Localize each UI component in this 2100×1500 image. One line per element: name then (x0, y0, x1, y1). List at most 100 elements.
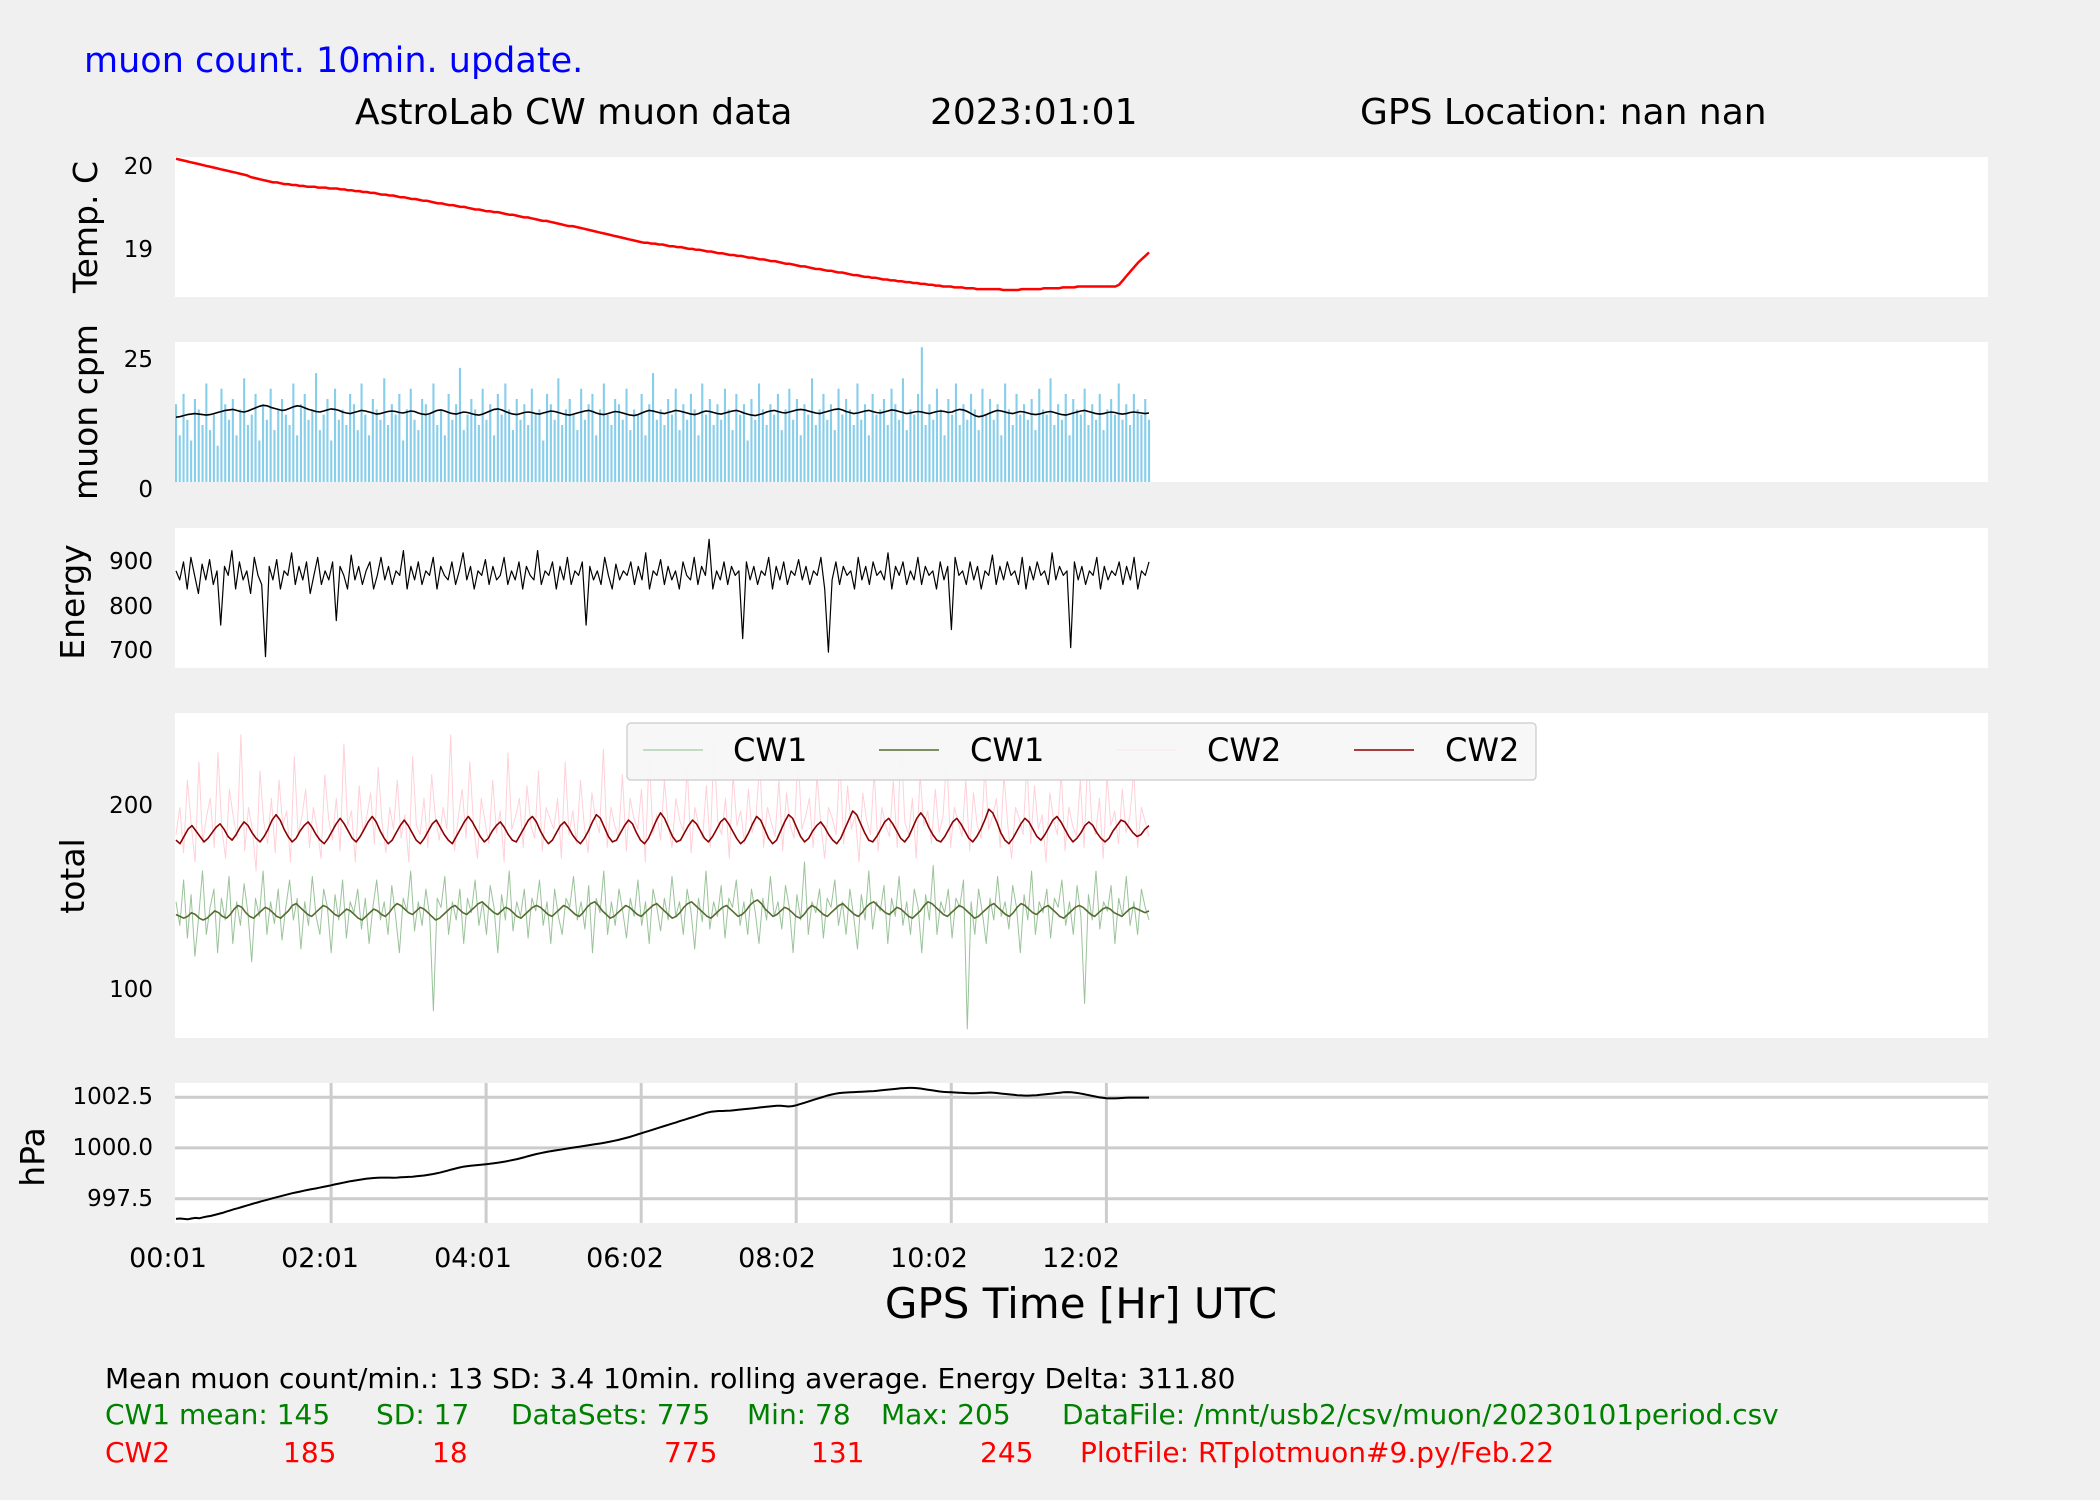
muon-cpm-bar (879, 409, 882, 482)
muon-cpm-ylabel: muon cpm (66, 324, 105, 500)
muon-cpm-bar (602, 383, 605, 482)
muon-cpm-bar (424, 404, 427, 482)
x-tick-label: 10:02 (890, 1243, 968, 1274)
muon-cpm-ytick: 25 (124, 347, 153, 373)
muon-cpm-bar (318, 430, 321, 482)
cw2-average-line (175, 808, 1150, 845)
muon-cpm-bar (1034, 430, 1037, 482)
cw2-raw-line (175, 734, 1150, 872)
cw2-min: 131 (811, 1436, 864, 1469)
muon-cpm-bar (1117, 383, 1120, 482)
muon-cpm-bar (799, 435, 802, 482)
muon-cpm-bar (262, 404, 265, 482)
muon-cpm-bar (1083, 388, 1086, 482)
muon-cpm-bar (1053, 425, 1056, 482)
muon-cpm-bar (220, 388, 223, 482)
x-tick-label: 06:02 (586, 1243, 664, 1274)
muon-cpm-bar (1129, 425, 1132, 482)
muon-cpm-bar (1030, 399, 1033, 482)
muon-stats-line: Mean muon count/min.: 13 SD: 3.4 10min. … (105, 1362, 1235, 1395)
muon-cpm-bar (686, 419, 689, 482)
muon-cpm-bar (860, 419, 863, 482)
muon-cpm-bar (281, 399, 284, 482)
muon-cpm-bar (580, 388, 583, 482)
muon-cpm-bar (564, 409, 567, 482)
muon-cpm-bar (958, 425, 961, 482)
x-tick-label: 02:01 (281, 1243, 359, 1274)
muon-cpm-bar (284, 414, 287, 482)
muon-cpm-bar (667, 399, 670, 482)
muon-cpm-bar (935, 388, 938, 482)
muon-cpm-bar (417, 430, 420, 482)
x-tick-label: 08:02 (738, 1243, 816, 1274)
muon-cpm-bar (871, 393, 874, 482)
muon-cpm-bar (886, 425, 889, 482)
muon-cpm-bar (909, 409, 912, 482)
muon-cpm-bar (409, 388, 412, 482)
muon-cpm-bar (1098, 393, 1101, 482)
muon-cpm-bar (674, 388, 677, 482)
muon-cpm-bar (894, 404, 897, 482)
muon-cpm-bar (311, 409, 314, 482)
muon-cpm-bar (432, 383, 435, 482)
plot-file: PlotFile: RTplotmuon#9.py/Feb.22 (1080, 1436, 1554, 1469)
muon-cpm-bar (989, 399, 992, 482)
muon-cpm-bar (640, 393, 643, 482)
muon-cpm-bar (515, 399, 518, 482)
temperature-series (175, 157, 1150, 292)
muon-cpm-bar (205, 383, 208, 482)
muon-cpm-bar (947, 399, 950, 482)
muon-cpm-bar (750, 399, 753, 482)
muon-cpm-bar (288, 425, 291, 482)
muon-cpm-bar (742, 404, 745, 482)
cw1-average-line (175, 899, 1150, 921)
muon-cpm-bar (508, 409, 511, 482)
muon-cpm-bar (576, 430, 579, 482)
cw1-sd: SD: 17 (376, 1398, 469, 1431)
cw2-sd: 18 (432, 1436, 468, 1469)
muon-cpm-bar (818, 409, 821, 482)
muon-cpm-bar (890, 388, 893, 482)
muon-cpm-bar (193, 399, 196, 482)
muon-cpm-bar (792, 419, 795, 482)
muon-cpm-bar (228, 419, 231, 482)
cw2-max: 245 (980, 1436, 1033, 1469)
pressure-line (175, 1086, 1149, 1221)
energy-ylabel: Energy (53, 544, 92, 660)
muon-cpm-bar (360, 383, 363, 482)
muon-cpm-bar (583, 419, 586, 482)
muon-cpm-bar (212, 414, 215, 482)
muon-cpm-bar (1004, 383, 1007, 482)
muon-cpm-bar (443, 435, 446, 482)
muon-cpm-bar (636, 414, 639, 482)
muon-cpm-bar (250, 414, 253, 482)
muon-cpm-bar (1125, 404, 1128, 482)
energy-series (175, 538, 1150, 658)
muon-cpm-bar (970, 393, 973, 482)
muon-cpm-bar (1110, 399, 1113, 482)
muon-cpm-bar (1087, 425, 1090, 482)
muon-cpm-bar (235, 435, 238, 482)
muon-cpm-bar (470, 399, 473, 482)
muon-cpm-bar (534, 414, 537, 482)
muon-cpm-bar (1057, 404, 1060, 482)
muon-cpm-bar (621, 419, 624, 482)
muon-cpm-bar (455, 404, 458, 482)
muon-cpm-bar (867, 435, 870, 482)
muon-cpm-bar (852, 425, 855, 482)
muon-cpm-bar (428, 414, 431, 482)
muon-cpm-bar (1144, 399, 1147, 482)
muon-cpm-bar (655, 419, 658, 482)
muon-cpm-bar (905, 430, 908, 482)
muon-cpm-bar (678, 430, 681, 482)
muon-cpm-bar (864, 404, 867, 482)
pressure-ytick: 997.5 (87, 1186, 153, 1212)
muon-cpm-bar (481, 388, 484, 482)
total-legend: CW1 CW1 CW2 CW2 (626, 722, 1537, 781)
muon-cpm-bar (663, 425, 666, 482)
muon-cpm-bar (451, 419, 454, 482)
muon-cpm-bar (1038, 388, 1041, 482)
muon-cpm-bar (1148, 419, 1151, 482)
muon-cpm-bar (807, 414, 810, 482)
cw1-mean: CW1 mean: 145 (105, 1398, 330, 1431)
